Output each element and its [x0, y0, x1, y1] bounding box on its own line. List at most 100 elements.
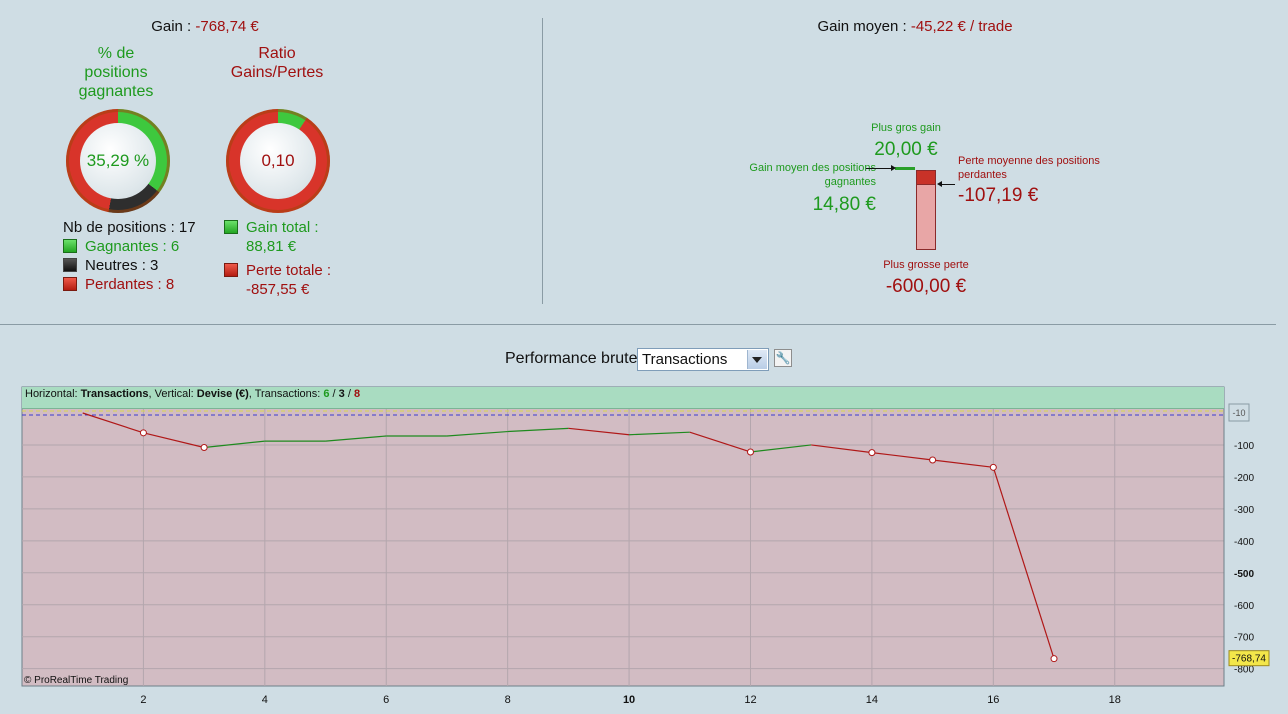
perte-totale-value: -857,55 € [246, 281, 310, 298]
info-text: , Transactions: [248, 388, 324, 400]
series-segment [689, 431, 751, 453]
vertical-divider [542, 18, 543, 304]
performance-label: Performance brute [505, 350, 638, 367]
gain-total-line: Gain total : [224, 218, 331, 237]
arrow-right-icon [866, 168, 894, 169]
average-loss-bar [916, 170, 936, 185]
gain-moyen-label: Gain moyen des positions gagnantes [730, 161, 876, 189]
y-tick-label: -400 [1234, 537, 1254, 548]
chevron-down-icon[interactable] [747, 350, 767, 369]
x-tick-label: 4 [262, 694, 268, 706]
average-gain-summary: Gain moyen : -45,22 € / trade [700, 18, 1130, 35]
average-gain-bar [895, 167, 915, 170]
legend-losing: Perdantes : 8 [63, 275, 196, 294]
avg-label: Gain moyen : [817, 18, 911, 35]
label-line: Gain moyen des positions [749, 162, 876, 174]
winning-positions-donut: 35,29 % [66, 109, 170, 213]
data-point [1050, 655, 1058, 663]
data-point [200, 444, 208, 452]
last-value-badge [1228, 650, 1270, 667]
info-sep: / [329, 388, 339, 400]
top-value-marker [1228, 403, 1250, 422]
plus-gros-gain-value: 20,00 € [874, 139, 938, 160]
series-segment [992, 467, 1055, 659]
x-tick-label: 12 [744, 694, 756, 706]
series-segment [871, 452, 933, 461]
info-text: Horizontal: [25, 388, 81, 400]
legend-label: Neutres : 3 [85, 257, 159, 274]
series-segment [143, 432, 205, 449]
info-tx-win: 6 [323, 388, 330, 400]
wrench-icon: 🔧 [775, 351, 791, 365]
title-line: positions [84, 64, 148, 81]
y-tick-label: -200 [1234, 473, 1254, 484]
last-value-text: -768,74 [1232, 654, 1266, 665]
perte-totale-label: Perte totale : [246, 262, 332, 279]
data-point [868, 449, 876, 457]
x-tick-label: 14 [866, 694, 878, 706]
ratio-donut: 0,10 [226, 109, 330, 213]
x-tick-label: 8 [505, 694, 511, 706]
gain-total-value: 88,81 € [246, 238, 297, 255]
legend-label: Perdantes : 8 [85, 276, 175, 293]
series-segment [811, 444, 872, 454]
nb-positions: Nb de positions : 17 [63, 219, 196, 236]
performance-chart: 2 4 6 8 10 12 14 16 18 -100 -200 -300 -400 -500 -600 -7… [21, 386, 1270, 706]
title-line: gagnantes [78, 83, 154, 100]
title-line: Ratio [258, 45, 296, 62]
info-vertical: Devise (€) [196, 388, 249, 400]
legend-winning: Gagnantes : 6 [63, 237, 196, 256]
series-segment [568, 427, 630, 436]
arrowhead-right-icon [891, 165, 896, 171]
plot-background [21, 386, 1225, 687]
totals-legend: Gain total : 88,81 € Perte totale : -857… [224, 218, 331, 299]
series-segment [446, 430, 508, 437]
y-tick-label: -100 [1234, 441, 1254, 452]
x-tick-label: 10 [623, 694, 635, 706]
gain-moyen-value: 14,80 € [812, 194, 876, 215]
donut-pct-value: 35,29 % [80, 123, 156, 199]
series-segment [750, 444, 812, 453]
ratio-title: Ratio Gains/Pertes [214, 44, 340, 82]
y-tick-label: -800 [1234, 665, 1254, 676]
legend-label: Gagnantes : 6 [85, 238, 180, 255]
info-tx-neutral: 3 [338, 388, 345, 400]
arrow-left-icon [941, 184, 955, 185]
info-horizontal: Transactions [80, 388, 149, 400]
gain-summary: Gain : -768,74 € [0, 18, 410, 35]
label-line: gagnantes [824, 176, 876, 188]
info-sep: / [344, 388, 354, 400]
red-swatch-icon [224, 263, 238, 277]
data-point [929, 456, 937, 464]
data-point [139, 429, 147, 437]
green-swatch-icon [224, 220, 238, 234]
series-segment [204, 440, 265, 449]
series-segment [82, 412, 144, 434]
label-line: perdantes [958, 169, 1007, 181]
y-tick-label: -700 [1234, 633, 1254, 644]
plus-grosse-perte-value: -600,00 € [885, 276, 967, 297]
series-segment [629, 431, 690, 436]
title-line: Gains/Pertes [230, 64, 324, 81]
x-tick-label: 16 [987, 694, 999, 706]
gain-label: Gain : [151, 18, 196, 35]
y-tick-label: -600 [1234, 601, 1254, 612]
title-line: % de [97, 45, 135, 62]
select-value: Transactions [642, 351, 728, 368]
plus-grosse-perte-label: Plus grosse perte [883, 259, 969, 271]
transactions-select[interactable]: Transactions [637, 348, 769, 371]
gain-value: -768,74 € [195, 18, 259, 35]
x-tick-label: 6 [383, 694, 389, 706]
top-value-text: -10 [1232, 408, 1245, 418]
perte-moyenne-label: Perte moyenne des positions perdantes [958, 154, 1118, 182]
series-segment [932, 459, 994, 468]
series-segment [325, 435, 387, 442]
chart-copyright: © ProRealTime Trading [24, 675, 129, 686]
info-tx-loss: 8 [353, 388, 361, 400]
wrench-settings-button[interactable]: 🔧 [774, 349, 792, 367]
x-tick-label: 18 [1109, 694, 1121, 706]
red-swatch-icon [63, 277, 77, 291]
x-tick-label: 2 [140, 694, 146, 706]
black-swatch-icon [63, 258, 77, 272]
positions-legend: Nb de positions : 17 Gagnantes : 6 Neutr… [63, 218, 196, 294]
